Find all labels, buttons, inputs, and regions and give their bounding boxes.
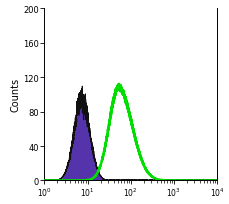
Y-axis label: Counts: Counts xyxy=(10,78,20,112)
